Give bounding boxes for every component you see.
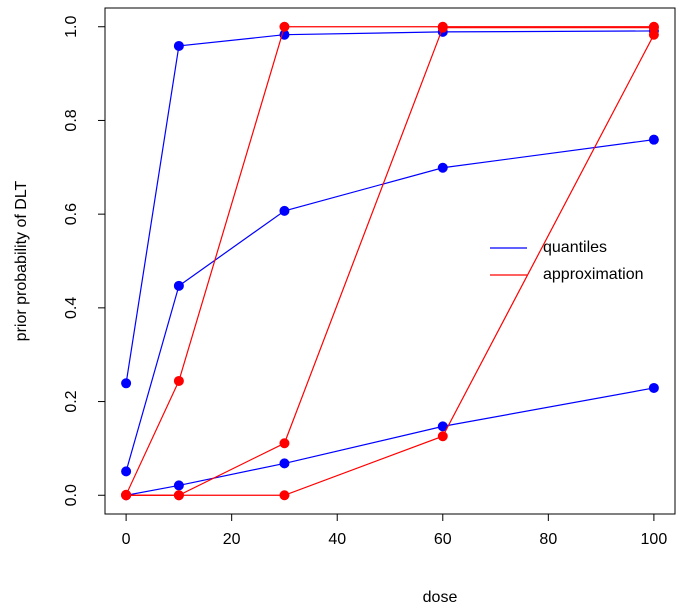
y-tick-label: 1.0 — [63, 16, 80, 38]
point — [279, 458, 290, 469]
x-tick-label: 100 — [641, 531, 668, 548]
point — [173, 490, 184, 501]
legend-label: approximation — [543, 266, 644, 283]
point — [121, 490, 132, 501]
point — [121, 378, 132, 389]
series-line — [125, 30, 654, 384]
y-tick-label: 0.0 — [63, 484, 80, 506]
y-axis-label: prior probability of DLT — [13, 180, 30, 341]
series-line — [125, 139, 654, 472]
x-tick-label: 60 — [434, 531, 452, 548]
series-line — [126, 387, 654, 496]
y-tick-label: 0.6 — [63, 203, 80, 225]
x-tick-label: 80 — [539, 531, 557, 548]
point — [279, 490, 290, 501]
point — [437, 162, 448, 173]
point — [121, 466, 132, 477]
point — [279, 438, 290, 449]
point — [279, 21, 290, 32]
point — [437, 421, 448, 432]
point — [648, 382, 659, 393]
series-line — [125, 26, 654, 496]
y-tick-label: 0.4 — [63, 297, 80, 319]
series-line — [126, 34, 655, 496]
legend-label: quantiles — [543, 239, 607, 256]
x-tick-label: 0 — [122, 531, 131, 548]
point — [437, 431, 448, 442]
x-tick-label: 20 — [223, 531, 241, 548]
point — [648, 22, 659, 33]
series-line — [126, 27, 654, 496]
point — [648, 29, 659, 40]
y-tick-label: 0.2 — [63, 390, 80, 412]
point — [173, 375, 184, 386]
x-axis-label: dose — [423, 589, 458, 606]
point — [648, 134, 659, 145]
plot-frame — [104, 7, 676, 515]
point — [173, 480, 184, 491]
point — [173, 280, 184, 291]
point — [173, 40, 184, 51]
point — [437, 22, 448, 33]
x-tick-label: 40 — [328, 531, 346, 548]
point — [279, 205, 290, 216]
y-tick-label: 0.8 — [63, 109, 80, 131]
